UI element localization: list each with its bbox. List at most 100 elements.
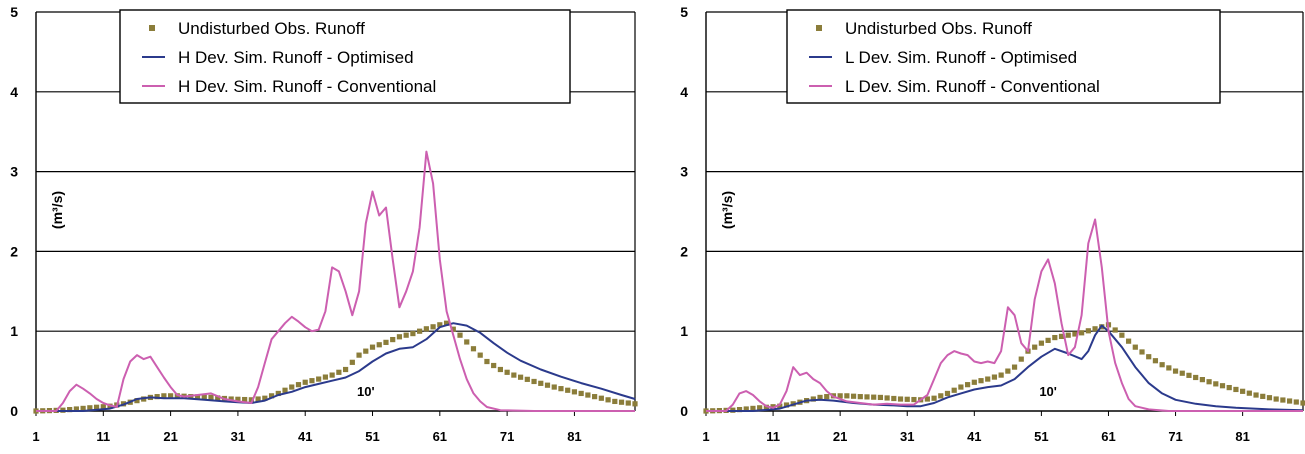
data-point (262, 395, 268, 401)
data-point (944, 390, 951, 397)
data-point (1206, 379, 1212, 385)
data-point (322, 374, 329, 380)
data-point (464, 339, 470, 345)
legend-label: H Dev. Sim. Runoff - Conventional (178, 77, 436, 96)
data-point (763, 404, 769, 410)
x-tick-label: 61 (433, 429, 447, 444)
data-point (625, 400, 631, 406)
data-point (1079, 330, 1085, 336)
data-point (991, 374, 998, 380)
data-point (491, 362, 497, 369)
data-point (1092, 326, 1098, 332)
x-tick-label: 41 (298, 429, 312, 444)
y-tick-label: 2 (680, 243, 688, 259)
data-point (302, 379, 308, 385)
data-point (1179, 370, 1185, 376)
data-point (605, 397, 611, 403)
data-point (363, 348, 369, 354)
x-tick-label: 81 (1235, 429, 1249, 444)
series-conventional-line (706, 218, 1303, 412)
data-point (904, 396, 910, 402)
data-point (1186, 372, 1192, 378)
legend: Undisturbed Obs. Runoff L Dev. Sim. Runof… (786, 9, 1221, 104)
y-tick-label: 4 (10, 84, 18, 100)
data-point (971, 379, 977, 385)
data-point (369, 344, 376, 350)
data-point (1273, 396, 1279, 402)
data-point (938, 393, 944, 399)
data-point (1199, 377, 1205, 383)
data-point (268, 393, 275, 399)
data-point (750, 405, 756, 412)
y-axis-label: (m³/s) (49, 191, 65, 229)
data-point (857, 394, 863, 400)
data-point (783, 402, 790, 408)
data-point (824, 394, 830, 400)
data-point (1045, 337, 1051, 343)
data-point (884, 395, 890, 401)
data-point (168, 393, 174, 399)
x-tick-label: 21 (163, 429, 177, 444)
data-point (1038, 340, 1044, 346)
y-tick-label: 3 (10, 164, 18, 180)
y-tick-label: 1 (10, 323, 18, 339)
data-point (1246, 390, 1252, 396)
legend-label: H Dev. Sim. Runoff - Optimised (178, 48, 414, 67)
data-point (757, 405, 763, 411)
data-point (443, 320, 450, 326)
x-tick-label: 81 (567, 429, 581, 444)
data-point (504, 369, 510, 375)
y-tick-label: 3 (680, 164, 688, 180)
y-tick-label: 2 (10, 243, 18, 259)
data-point (275, 390, 281, 397)
data-point (1253, 392, 1259, 398)
data-point (470, 346, 477, 352)
data-point (1139, 349, 1145, 355)
data-point (1011, 364, 1018, 370)
data-point (1119, 332, 1125, 338)
legend: Undisturbed Obs. Runoff H Dev. Sim. Runof… (119, 9, 571, 104)
data-point (524, 376, 530, 382)
data-point (1172, 368, 1179, 374)
data-point (477, 352, 483, 358)
data-point (1280, 397, 1286, 403)
data-point (289, 384, 295, 390)
data-point (817, 394, 823, 401)
x-tick-label: 11 (766, 429, 780, 444)
data-point (1112, 327, 1118, 333)
y-tick-label: 0 (680, 403, 688, 419)
data-point (924, 396, 930, 402)
data-point (810, 396, 816, 402)
data-point (255, 396, 261, 402)
data-point (1032, 344, 1038, 350)
data-point (1226, 384, 1232, 391)
data-point (100, 404, 106, 410)
data-point (396, 334, 403, 340)
data-point (958, 384, 964, 390)
data-point (531, 378, 537, 385)
data-point (1159, 362, 1165, 368)
data-point (423, 326, 429, 332)
data-point (295, 382, 302, 388)
data-point (1152, 358, 1159, 364)
data-point (336, 369, 342, 375)
data-point (551, 384, 557, 390)
data-point (1219, 383, 1226, 389)
data-point (1058, 333, 1065, 339)
data-point (571, 389, 578, 395)
data-point (215, 395, 221, 401)
x-tick-label: 11 (96, 429, 110, 444)
data-point (228, 396, 234, 402)
data-point (891, 395, 897, 402)
x-tick-label: 71 (500, 429, 514, 444)
data-point (877, 394, 884, 401)
legend-label: L Dev. Sim. Runoff - Optimised (845, 48, 1077, 67)
data-point (484, 358, 490, 365)
legend-label: Undisturbed Obs. Runoff (845, 19, 1032, 38)
data-point (67, 407, 73, 413)
data-point (1052, 334, 1058, 341)
y-tick-label: 1 (680, 323, 688, 339)
y-axis-label: (m³/s) (719, 191, 735, 229)
data-point (1233, 386, 1239, 393)
